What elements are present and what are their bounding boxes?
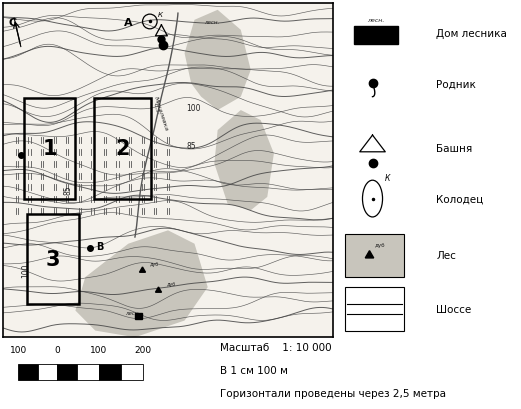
Bar [121,364,143,380]
Text: К: К [158,12,163,18]
Text: Колодец: Колодец [436,194,483,204]
Text: 100: 100 [9,345,27,354]
Text: С: С [8,18,17,28]
Polygon shape [214,111,274,211]
Bar [57,364,77,380]
Text: Горизонтали проведены через 2,5 метра: Горизонтали проведены через 2,5 метра [220,389,446,398]
Bar [135,313,142,319]
Text: Лес: Лес [436,251,456,261]
Text: лесн.: лесн. [204,20,220,25]
Text: 3: 3 [46,249,60,269]
Text: 85: 85 [186,142,196,151]
Text: Дом лесника: Дом лесника [436,29,507,39]
Text: 2: 2 [115,139,130,159]
Text: -0,3-: -0,3- [152,101,161,115]
Bar [345,234,403,277]
Bar [354,27,398,45]
Polygon shape [76,231,208,337]
Text: 85: 85 [64,185,73,194]
Text: дуб: дуб [150,262,159,267]
Text: лесн.: лесн. [125,310,140,315]
Text: дуб: дуб [374,243,385,247]
Bar [77,364,98,380]
Text: Шоссе: Шоссе [436,304,472,314]
Bar [38,364,57,380]
Bar [98,364,121,380]
Text: 0: 0 [54,345,60,354]
Text: Башня: Башня [436,144,473,154]
Text: 1: 1 [43,139,57,159]
Bar [94,99,152,199]
Text: В: В [96,241,103,251]
Text: 100: 100 [90,345,107,354]
Bar [24,99,76,199]
Text: 100: 100 [186,104,201,113]
Text: В 1 см 100 м: В 1 см 100 м [220,365,288,375]
Polygon shape [184,11,251,111]
Text: A: A [124,18,133,28]
Text: Родник: Родник [436,79,476,89]
Text: К: К [385,174,391,183]
Text: лесн.: лесн. [367,18,385,23]
Text: Михалевка: Михалевка [153,96,169,132]
Text: дуб: дуб [166,282,176,287]
Bar [28,214,79,304]
Text: 200: 200 [134,345,151,354]
Bar [18,364,38,380]
Text: Масштаб    1: 10 000: Масштаб 1: 10 000 [220,342,332,352]
Text: 100: 100 [21,263,30,278]
Bar [345,288,403,331]
